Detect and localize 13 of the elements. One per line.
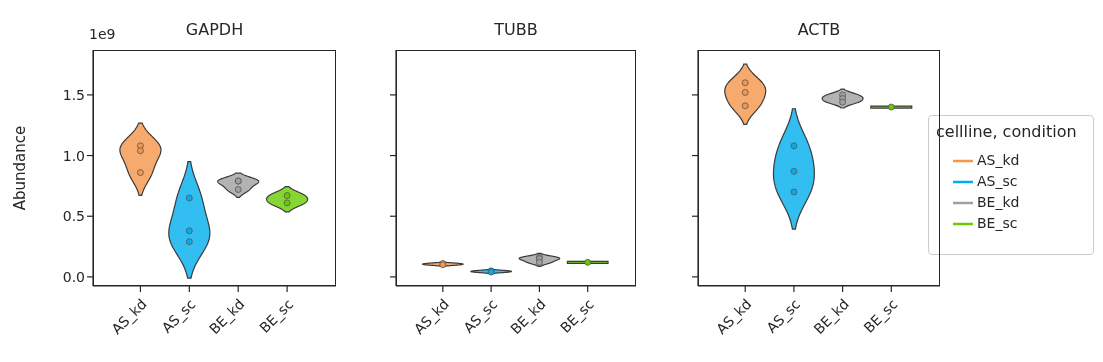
legend-label: AS_sc [977, 173, 1018, 189]
y-tick-label: 1.5 [62, 86, 85, 103]
text: 1e9 [89, 26, 116, 42]
y-tick-label: 1.0 [62, 147, 85, 164]
legend-label: BE_kd [977, 194, 1020, 210]
chart-title: ACTB [796, 20, 842, 39]
legend-label: BE_sc [977, 215, 1018, 231]
legend-label: AS_kd [977, 152, 1020, 168]
chart-title: GAPDH [185, 20, 244, 39]
y-axis-title: Abundance [11, 125, 30, 211]
chart-title: TUBB [493, 20, 539, 39]
y-tick-label: 0.0 [62, 268, 85, 285]
y-tick-label: 0.5 [62, 208, 85, 225]
